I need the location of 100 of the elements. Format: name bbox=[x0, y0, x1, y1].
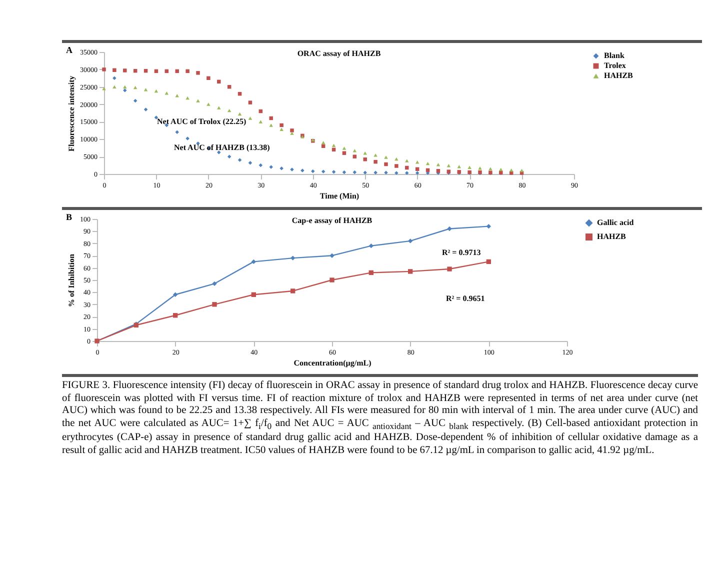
point bbox=[290, 288, 296, 294]
chart-title: ORAC assay of HAHZB bbox=[297, 49, 382, 58]
point bbox=[408, 238, 413, 244]
point bbox=[251, 292, 256, 297]
point bbox=[172, 292, 178, 297]
legend-label: HAHZB bbox=[604, 71, 634, 80]
point bbox=[486, 224, 492, 229]
point bbox=[196, 99, 200, 102]
point bbox=[133, 86, 138, 90]
point bbox=[509, 168, 514, 172]
point bbox=[374, 154, 378, 157]
point bbox=[172, 313, 178, 318]
point bbox=[405, 171, 409, 175]
x-axis-title: Concentration(µg/mL) bbox=[294, 358, 372, 368]
point bbox=[363, 170, 367, 174]
annotation: Net AUC of HAHZB (13.38) bbox=[174, 143, 270, 152]
point bbox=[446, 164, 451, 168]
point bbox=[415, 160, 420, 164]
point bbox=[206, 102, 210, 106]
point bbox=[321, 141, 326, 144]
point bbox=[123, 88, 127, 92]
point bbox=[238, 112, 242, 116]
point bbox=[352, 149, 357, 152]
point bbox=[123, 68, 127, 72]
point bbox=[394, 157, 398, 161]
point bbox=[175, 130, 179, 134]
x-axis-title: Time (Min) bbox=[320, 192, 360, 200]
text: A bbox=[66, 45, 72, 55]
point bbox=[123, 85, 127, 88]
point bbox=[186, 96, 190, 100]
point bbox=[196, 71, 200, 75]
text: B bbox=[66, 212, 72, 222]
point bbox=[415, 167, 420, 171]
point bbox=[384, 156, 388, 159]
point bbox=[426, 162, 430, 166]
point bbox=[384, 162, 388, 166]
point bbox=[499, 168, 503, 172]
point bbox=[332, 144, 336, 148]
legend-label: Blank bbox=[604, 51, 626, 60]
point bbox=[258, 120, 263, 124]
point bbox=[212, 281, 217, 286]
point bbox=[290, 132, 294, 135]
point bbox=[144, 88, 148, 92]
point bbox=[394, 164, 398, 168]
point bbox=[520, 168, 524, 172]
point bbox=[217, 80, 221, 84]
point bbox=[212, 302, 217, 307]
y-axis-title: Fluorescence intensity bbox=[67, 76, 76, 152]
point bbox=[368, 270, 374, 276]
annotation: R² = 0.9713 bbox=[442, 248, 481, 257]
point bbox=[468, 166, 472, 169]
point bbox=[269, 116, 273, 120]
point bbox=[112, 68, 116, 72]
point bbox=[447, 266, 452, 272]
point bbox=[321, 144, 326, 148]
annotation: R² = 0.9651 bbox=[446, 294, 485, 303]
point bbox=[330, 253, 334, 258]
point bbox=[352, 154, 357, 158]
point bbox=[374, 160, 378, 164]
point bbox=[488, 167, 492, 170]
point bbox=[251, 259, 256, 264]
point bbox=[238, 158, 242, 162]
annotation: Net AUC of Trolox (22.25) bbox=[157, 117, 246, 126]
point bbox=[374, 170, 378, 174]
y-axis-title: % of Inhibition bbox=[67, 253, 76, 307]
point bbox=[290, 128, 294, 132]
point bbox=[415, 171, 420, 175]
point bbox=[154, 89, 158, 93]
point bbox=[280, 123, 284, 128]
point bbox=[248, 116, 252, 120]
point bbox=[311, 169, 315, 174]
point bbox=[486, 259, 492, 264]
point bbox=[368, 243, 374, 248]
point bbox=[321, 170, 326, 174]
point bbox=[227, 108, 232, 112]
point bbox=[447, 226, 452, 232]
point bbox=[363, 157, 367, 162]
point bbox=[269, 124, 273, 127]
point bbox=[330, 278, 334, 282]
text: FIGURE 3. Fluorescence intensity (FI) decay of fluorescein in ORAC assay in presence of standard drug trolox and HAHZB. Fluorescence decay curve of fluorescein was plotted with FI versus time. FI of reaction mixture of trolox and HAHZB were represented in terms of net area under curve (net AUC) which was found to be 22.25 and 13.38 respectively. All FIs were measured for 80 min with interval of 1 min. The area under curve (AUC) and the net AUC were calculated as AUC= 1+∑ f$_{i}$/f$_{0}$ and Net AUC = AUC $_{antioxidant}$ – AUC $_{blank}$ respectively. (B) Cell-based antioxidant protection in erythrocytes (CAP-e) assay in presence of standard drug gallic acid and HAHZB. Dose-dependent % of inhibition of cellular oxidative damage as a result of gallic acid and HAHZB treatment. IC50 values of HAHZB were found to be 67.12 µg/mL in comparison to gallic acid, 41.92 µg/mL. bbox=[62, 380, 698, 456]
point bbox=[332, 148, 336, 152]
legend-label: HAHZB bbox=[597, 232, 627, 241]
point bbox=[227, 154, 232, 158]
point bbox=[206, 76, 210, 80]
point bbox=[112, 76, 116, 80]
point bbox=[248, 100, 252, 104]
point bbox=[332, 170, 336, 174]
chart-title: Cap-e assay of HAHZB bbox=[292, 216, 373, 225]
point bbox=[405, 166, 409, 170]
point bbox=[186, 69, 190, 74]
legend-label: Trolex bbox=[604, 61, 626, 70]
point bbox=[457, 165, 461, 168]
point bbox=[408, 269, 413, 274]
point bbox=[405, 159, 409, 162]
legend-label: Gallic acid bbox=[597, 218, 634, 227]
point bbox=[217, 150, 221, 154]
point bbox=[144, 108, 148, 112]
point bbox=[112, 85, 116, 88]
point bbox=[164, 92, 169, 95]
point bbox=[217, 106, 221, 110]
